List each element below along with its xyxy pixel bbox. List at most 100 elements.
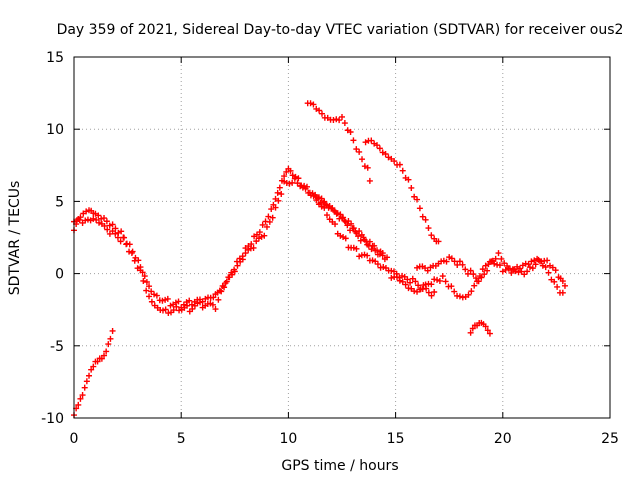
data-point	[162, 306, 169, 313]
chart-title: Day 359 of 2021, Sidereal Day-to-day VTE…	[57, 22, 624, 38]
data-point	[377, 248, 384, 255]
series-track-f	[313, 194, 391, 263]
data-point	[376, 145, 383, 152]
data-point	[468, 288, 475, 295]
data-point	[333, 116, 340, 123]
x-tick-label: 20	[494, 431, 512, 447]
data-point	[332, 221, 339, 228]
data-point	[148, 288, 155, 295]
data-point	[105, 341, 112, 348]
data-point	[114, 234, 121, 241]
data-point	[269, 214, 276, 221]
data-point	[302, 185, 309, 192]
data-point	[141, 273, 148, 280]
data-point	[396, 277, 403, 284]
data-point	[366, 238, 373, 245]
data-point	[388, 274, 395, 281]
data-point	[95, 212, 102, 219]
data-point	[451, 258, 458, 265]
data-point	[153, 292, 160, 299]
axis-ticks: 0 5 10 15 20 25 -10 -5 0 5 10 15	[41, 50, 619, 447]
data-point	[431, 288, 438, 295]
y-tick-label: -5	[50, 339, 64, 355]
data-point	[454, 261, 461, 268]
data-point	[77, 214, 84, 221]
series-track-i	[467, 319, 493, 337]
data-point	[382, 150, 389, 157]
data-point	[318, 195, 325, 202]
data-point	[101, 215, 108, 222]
data-point	[419, 213, 426, 220]
data-point	[542, 264, 549, 271]
data-point	[90, 363, 97, 370]
data-point	[357, 237, 364, 244]
grid-lines	[74, 57, 610, 418]
data-point	[98, 355, 105, 362]
data-point	[348, 220, 355, 227]
data-point	[551, 278, 558, 285]
data-point	[259, 221, 266, 228]
x-tick-label: 0	[70, 431, 79, 447]
data-point	[465, 291, 472, 298]
data-point	[545, 269, 552, 276]
data-point	[341, 120, 348, 127]
data-point	[123, 241, 130, 248]
data-point	[272, 204, 279, 211]
data-point	[428, 281, 435, 288]
data-point	[101, 352, 108, 359]
data-point	[266, 218, 273, 225]
data-point	[402, 281, 409, 288]
data-point	[491, 260, 498, 267]
data-point	[126, 248, 133, 255]
data-point	[83, 208, 90, 215]
data-point	[75, 401, 82, 408]
data-point	[475, 278, 482, 285]
data-point	[128, 249, 135, 256]
data-point	[462, 266, 469, 273]
data-point	[350, 137, 357, 144]
data-point	[369, 242, 376, 249]
data-point	[467, 267, 474, 274]
data-point	[93, 216, 100, 223]
data-point	[347, 128, 354, 135]
data-point	[356, 148, 363, 155]
data-point	[276, 184, 283, 191]
data-point	[439, 273, 446, 280]
data-point	[287, 167, 294, 174]
y-tick-label: 10	[46, 122, 64, 138]
data-point	[86, 372, 93, 379]
data-point	[316, 107, 323, 114]
data-point	[424, 267, 431, 274]
data-point	[140, 277, 147, 284]
data-point	[459, 261, 466, 268]
data-point	[422, 216, 429, 223]
data-point	[143, 279, 150, 286]
series-track-c	[71, 327, 116, 419]
data-point	[268, 206, 275, 213]
data-point	[318, 110, 325, 117]
data-point	[434, 276, 441, 283]
data-point	[148, 298, 155, 305]
data-point	[242, 250, 249, 257]
data-point	[526, 264, 533, 271]
data-point	[496, 262, 503, 269]
data-point	[374, 261, 381, 268]
data-point	[521, 271, 528, 278]
data-point	[356, 228, 363, 235]
data-point	[464, 270, 471, 277]
data-point	[492, 255, 499, 262]
data-point	[428, 232, 435, 239]
y-tick-label: 5	[55, 194, 64, 210]
data-point	[443, 258, 450, 265]
data-point	[554, 283, 561, 290]
data-series	[71, 100, 568, 419]
data-point	[112, 230, 119, 237]
y-tick-label: 0	[55, 267, 64, 283]
data-point	[79, 392, 86, 399]
data-point	[175, 298, 182, 305]
data-point	[103, 218, 110, 225]
data-point	[529, 265, 536, 272]
y-tick-label: 15	[46, 50, 64, 66]
data-point	[94, 358, 101, 365]
data-point	[229, 271, 236, 278]
